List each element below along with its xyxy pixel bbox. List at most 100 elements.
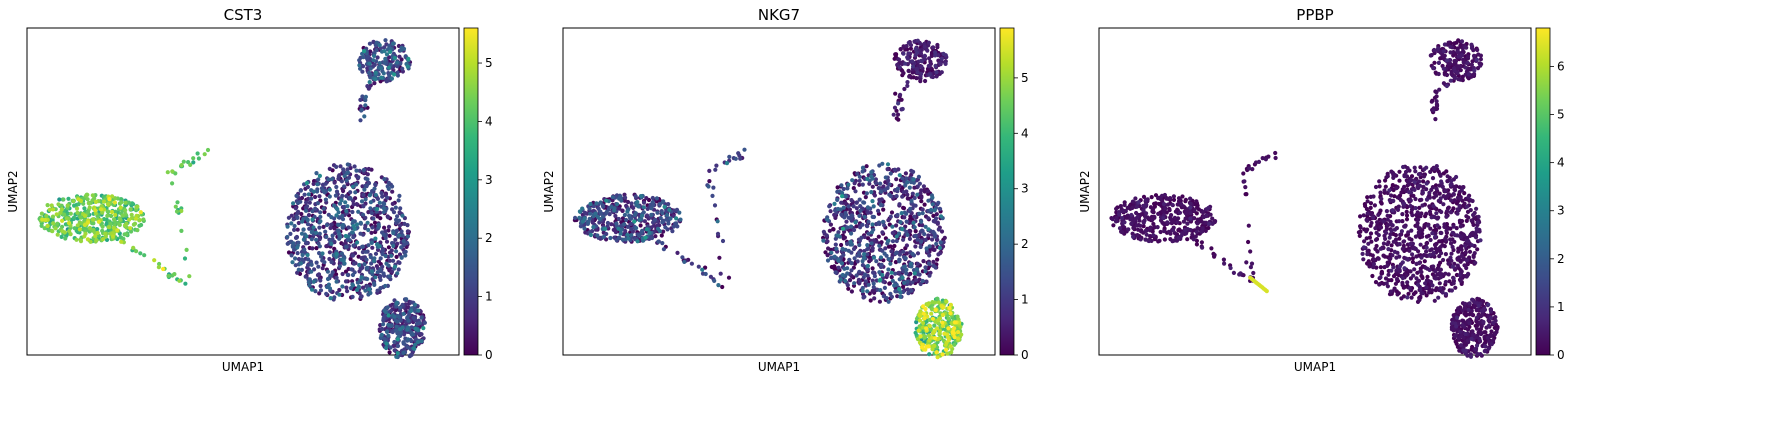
scatter-point xyxy=(901,190,906,195)
scatter-point xyxy=(380,248,385,253)
scatter-point xyxy=(918,244,923,250)
scatter-point xyxy=(311,225,316,230)
scatter-point xyxy=(1368,231,1374,236)
scatter-point xyxy=(909,198,914,203)
scatter-point xyxy=(299,211,304,217)
scatter-point xyxy=(1241,171,1246,176)
scatter-point xyxy=(385,305,390,310)
scatter-point xyxy=(880,273,885,278)
scatter-point xyxy=(956,336,961,341)
scatter-point xyxy=(622,198,627,203)
scatter-point xyxy=(923,78,928,84)
scatter-point xyxy=(107,225,112,230)
scatter-point xyxy=(868,257,873,262)
scatter-point xyxy=(627,213,632,218)
scatter-point xyxy=(305,222,311,227)
scatter-point xyxy=(1474,326,1480,331)
scatter-point xyxy=(347,195,353,200)
scatter-point xyxy=(378,240,383,245)
scatter-point xyxy=(93,199,98,204)
scatter-point xyxy=(387,350,392,355)
scatter-point xyxy=(934,350,939,355)
scatter-point xyxy=(1409,207,1415,212)
scatter-point xyxy=(382,177,387,182)
scatter-point xyxy=(345,272,350,277)
scatter-point xyxy=(851,246,857,252)
scatter-point xyxy=(710,193,715,198)
scatter-point xyxy=(919,64,924,69)
scatter-point xyxy=(388,49,393,55)
scatter-point xyxy=(386,186,391,191)
scatter-point xyxy=(935,355,940,360)
scatter-point xyxy=(919,188,924,193)
scatter-point xyxy=(726,275,732,280)
scatter-point xyxy=(1185,237,1190,242)
scatter-point xyxy=(851,204,856,209)
scatter-point xyxy=(922,44,927,49)
scatter-point xyxy=(350,294,355,299)
scatter-point xyxy=(345,289,350,294)
scatter-point xyxy=(352,164,357,169)
scatter-point xyxy=(405,337,411,342)
scatter-point xyxy=(61,197,66,202)
scatter-point xyxy=(119,197,124,202)
scatter-point xyxy=(882,285,888,290)
scatter-point xyxy=(403,54,408,59)
scatter-point xyxy=(727,154,732,159)
scatter-point xyxy=(889,275,894,280)
scatter-point xyxy=(1387,257,1392,262)
scatter-point xyxy=(56,202,61,207)
scatter-point xyxy=(130,201,135,206)
scatter-point xyxy=(924,246,929,251)
scatter-point xyxy=(864,191,870,196)
scatter-point xyxy=(317,194,322,199)
scatter-point xyxy=(871,285,876,290)
scatter-point xyxy=(393,205,398,210)
scatter-point xyxy=(657,202,663,207)
scatter-point xyxy=(849,268,854,273)
scatter-point xyxy=(836,206,841,212)
scatter-point xyxy=(119,239,124,244)
scatter-point xyxy=(135,228,140,233)
scatter-point xyxy=(724,161,730,166)
scatter-point xyxy=(404,297,409,302)
scatter-point xyxy=(327,194,332,199)
scatter-point xyxy=(387,274,393,279)
scatter-point xyxy=(87,205,92,210)
scatter-point xyxy=(927,352,932,357)
scatter-point xyxy=(399,255,404,260)
scatter-point xyxy=(57,197,62,202)
scatter-point xyxy=(111,225,116,231)
scatter-point xyxy=(854,224,859,229)
scatter-point xyxy=(1408,269,1413,274)
scatter-point xyxy=(1457,218,1462,223)
scatter-point xyxy=(906,51,911,56)
scatter-point xyxy=(345,171,350,176)
scatter-point xyxy=(285,224,290,229)
scatter-point xyxy=(337,292,342,297)
scatter-point xyxy=(339,179,344,184)
scatter-point xyxy=(152,258,157,263)
scatter-point xyxy=(421,326,426,331)
scatter-point xyxy=(835,197,840,202)
scatter-point xyxy=(105,209,110,214)
scatter-point xyxy=(922,202,927,207)
chart-title: NKG7 xyxy=(758,6,800,24)
scatter-point xyxy=(825,258,831,263)
scatter-point xyxy=(588,201,593,207)
scatter-point xyxy=(405,327,410,332)
scatter-point xyxy=(625,199,631,205)
scatter-point xyxy=(708,274,714,279)
scatter-point xyxy=(290,244,295,249)
scatter-point xyxy=(301,227,306,232)
scatter-point xyxy=(668,216,673,221)
scatter-point xyxy=(914,76,919,81)
scatter-point xyxy=(296,257,302,262)
scatter-point xyxy=(904,271,909,276)
scatter-point xyxy=(927,56,932,61)
scatter-point xyxy=(857,178,862,183)
scatter-point xyxy=(100,237,106,242)
scatter-point xyxy=(379,66,384,71)
scatter-point xyxy=(1404,217,1410,222)
scatter-point xyxy=(340,271,345,277)
